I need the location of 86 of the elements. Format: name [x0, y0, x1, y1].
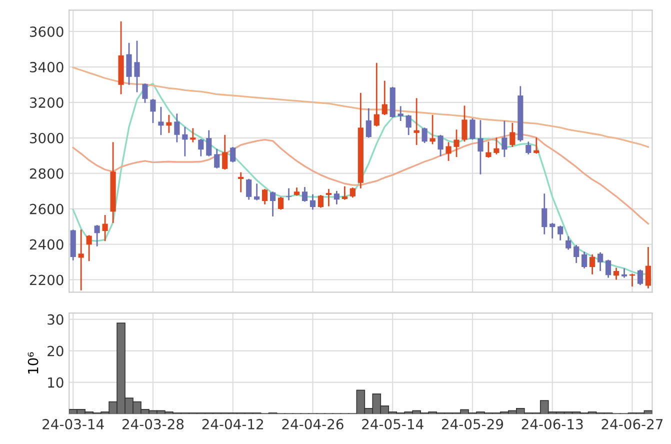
candlestick [310, 194, 316, 210]
candlestick [142, 83, 148, 103]
candlestick [470, 118, 476, 140]
candlestick [494, 138, 500, 154]
candlestick [597, 252, 604, 272]
candlestick [86, 235, 92, 262]
candlestick [278, 196, 284, 210]
candlestick [158, 106, 164, 136]
candlestick [134, 40, 140, 92]
y-tick-label: 2800 [30, 168, 64, 179]
candlestick [254, 184, 260, 200]
x-tick-label: 24-06-27 [602, 418, 663, 430]
candlestick [262, 188, 268, 204]
candlestick [270, 192, 276, 216]
y-tick-label: 30 [48, 314, 64, 325]
candlestick [238, 172, 244, 192]
line-series [72, 134, 650, 225]
candlestick [318, 194, 324, 208]
candlestick [398, 106, 404, 122]
y-tick-label: 2400 [30, 239, 64, 250]
candlestick [582, 252, 588, 268]
x-tick-label: 24-05-29 [442, 418, 504, 430]
candlestick [174, 114, 180, 142]
candlestick [542, 194, 548, 234]
y-tick-label: 20 [48, 346, 64, 356]
candlestick [214, 148, 220, 168]
line-series [72, 66, 650, 148]
x-tick-label: 24-03-28 [122, 418, 184, 430]
candlestick [246, 178, 252, 200]
candlestick [406, 114, 412, 136]
candlestick [374, 62, 380, 126]
candlestick [510, 122, 516, 147]
candlestick [526, 142, 532, 154]
candlestick [438, 134, 444, 156]
candlestick [230, 146, 236, 162]
candlestick [286, 188, 292, 200]
candlestick [478, 120, 484, 174]
candlestick [574, 245, 580, 264]
x-tick-label: 24-03-14 [42, 418, 104, 430]
candlestick [422, 128, 428, 144]
candlestick [150, 98, 156, 123]
candlestick [590, 254, 596, 274]
candlestick [78, 230, 84, 290]
candlestick [102, 215, 108, 242]
candlestick [302, 187, 308, 202]
candlestick [382, 80, 388, 115]
y-tick-label: 3200 [30, 97, 64, 108]
candlestick [198, 138, 204, 156]
candlestick [645, 246, 652, 288]
candlestick [502, 120, 508, 158]
candlestick [462, 106, 468, 142]
y-tick-label: 3600 [30, 26, 64, 37]
candlestick [454, 130, 460, 158]
candlestick [534, 138, 540, 154]
x-tick-label: 24-04-12 [202, 418, 263, 430]
x-tick-label: 24-04-26 [282, 418, 344, 430]
candlestick [222, 134, 228, 170]
candlestick [190, 128, 196, 142]
candlestick [182, 126, 188, 156]
candlestick [126, 42, 132, 85]
candlestick [414, 98, 420, 145]
candlestick [558, 226, 564, 240]
y-tick-label: 10 [48, 377, 64, 388]
y-axis-title: 10⁶ [28, 352, 38, 374]
candlestick [446, 142, 452, 161]
candlestick [486, 142, 492, 158]
candlestick [342, 186, 348, 200]
candlestick [166, 114, 172, 133]
candlestick [566, 236, 572, 250]
candlestick [206, 130, 212, 156]
y-tick-label: 2600 [30, 204, 64, 214]
candlestick [366, 108, 372, 138]
candlestick [430, 114, 436, 144]
candlestick [637, 270, 644, 286]
x-tick-label: 24-05-14 [362, 418, 424, 430]
y-tick-label: 2200 [30, 274, 64, 286]
y-tick-label: 3400 [30, 62, 64, 72]
candlestick [621, 268, 628, 278]
candlestick [326, 188, 332, 206]
x-tick-label: 24-06-13 [522, 418, 583, 430]
y-tick-label: 3000 [30, 132, 64, 144]
candlestick [550, 223, 556, 238]
candlestick [613, 268, 620, 280]
candlestick [334, 190, 340, 204]
candlestick [605, 260, 612, 278]
candlestick [94, 224, 100, 246]
